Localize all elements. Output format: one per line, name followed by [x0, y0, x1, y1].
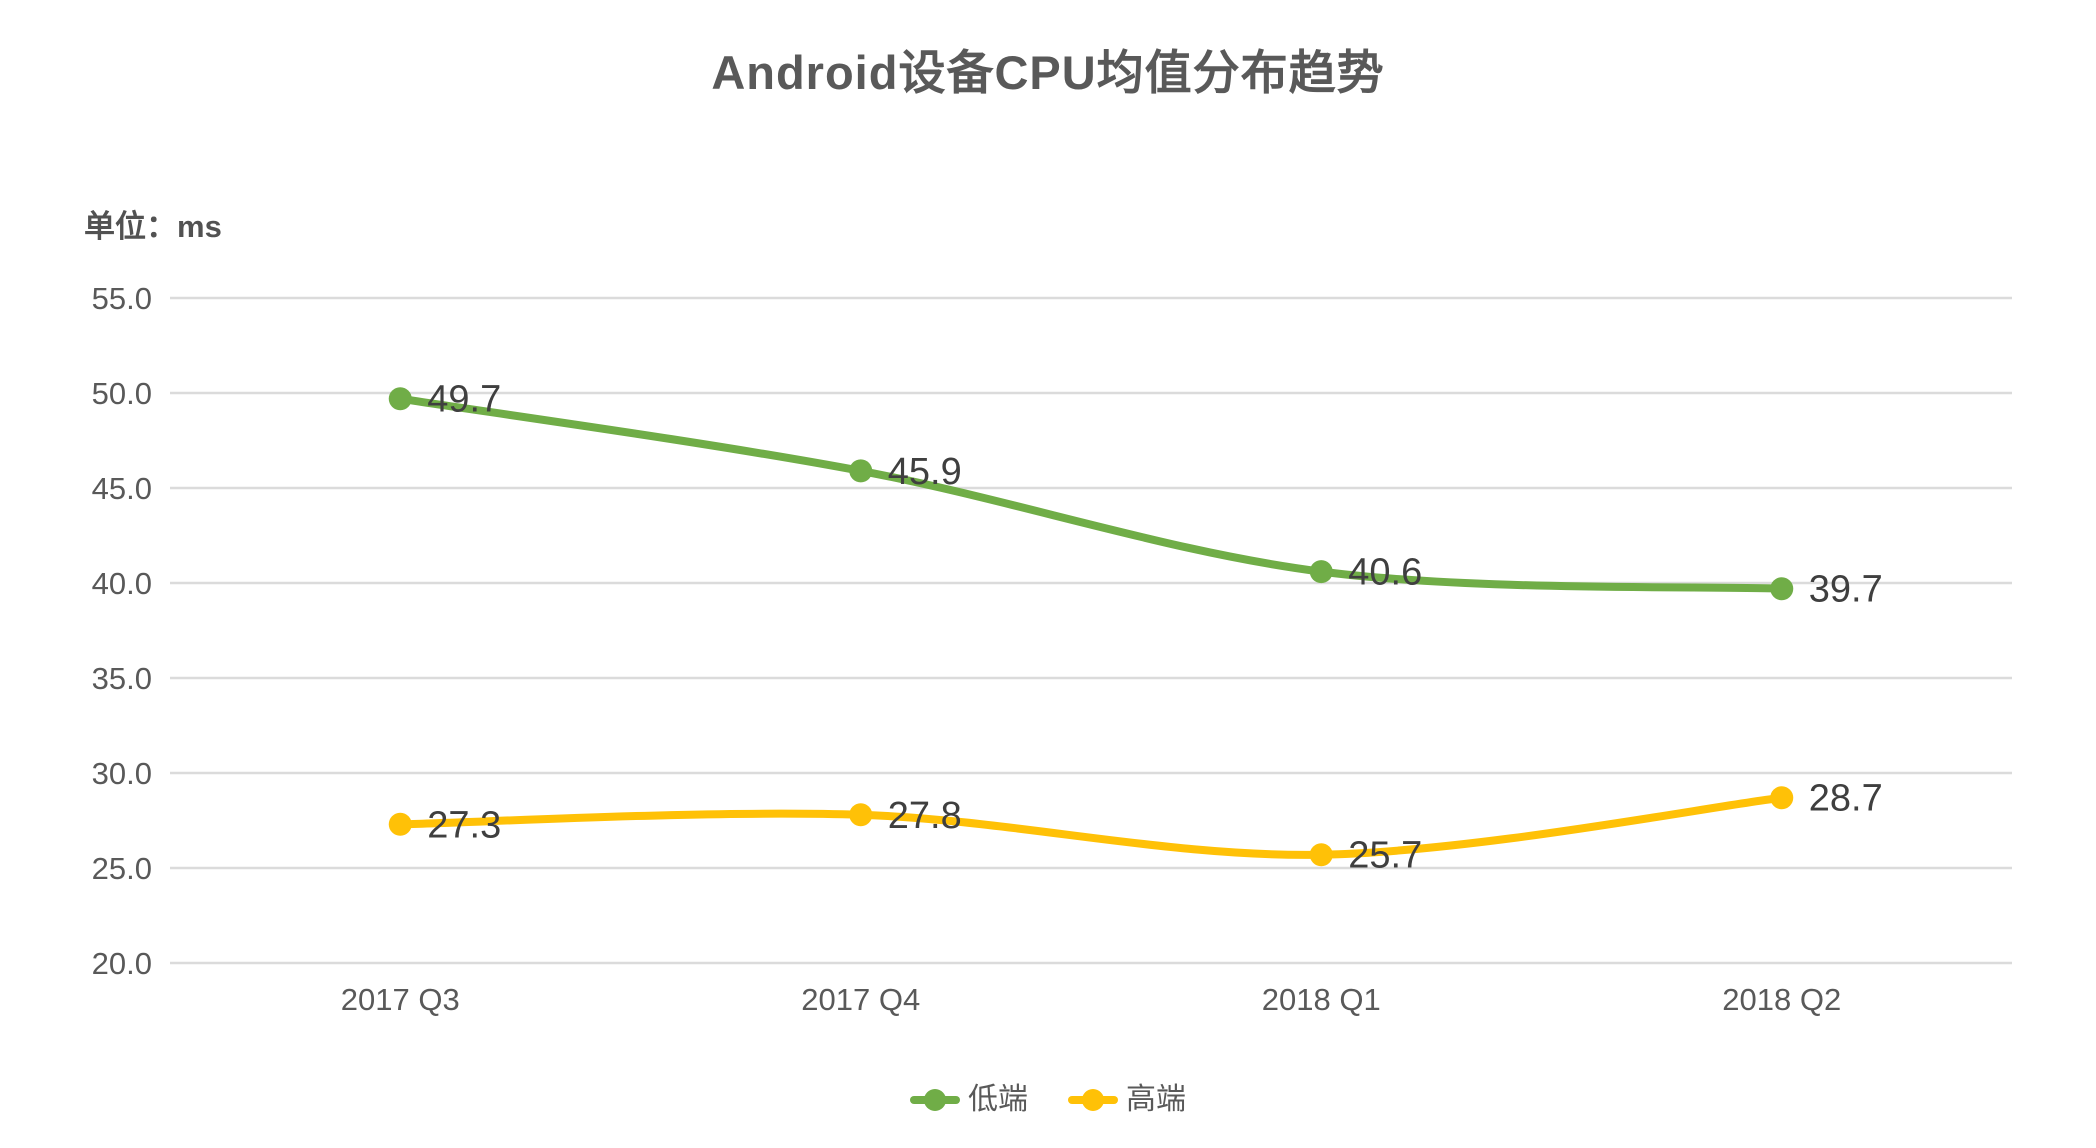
data-point-label: 28.7	[1809, 778, 1883, 820]
y-axis-tick-label: 45.0	[92, 471, 152, 506]
y-axis-tick-label: 25.0	[92, 851, 152, 886]
legend-item-high-end: 高端	[1068, 1085, 1186, 1115]
x-axis-tick-label: 2018 Q1	[1262, 982, 1381, 1017]
data-point	[849, 803, 873, 827]
x-axis-tick-label: 2018 Q2	[1722, 982, 1841, 1017]
data-point-label: 40.6	[1348, 552, 1422, 594]
chart-title: Android设备CPU均值分布趋势	[711, 46, 1385, 99]
x-axis-tick-label: 2017 Q3	[341, 982, 460, 1017]
data-point-label: 27.8	[888, 795, 962, 837]
x-axis-tick-label: 2017 Q4	[801, 982, 920, 1017]
y-axis-tick-label: 35.0	[92, 661, 152, 696]
chart-legend: 低端 高端	[0, 1076, 2096, 1124]
data-point	[1309, 560, 1333, 584]
series-line-1	[396, 793, 1786, 859]
unit-label: 单位：ms	[84, 209, 222, 244]
y-axis-tick-label: 30.0	[92, 756, 152, 791]
legend-label-high-end: 高端	[1126, 1083, 1186, 1116]
data-point	[1770, 786, 1794, 810]
data-point-label: 45.9	[888, 451, 962, 493]
data-point-label: 49.7	[427, 379, 501, 421]
y-axis-tick-label: 40.0	[92, 566, 152, 601]
y-axis-tick-label: 55.0	[92, 281, 152, 316]
data-point	[388, 387, 412, 411]
y-axis-tick-label: 20.0	[92, 946, 152, 981]
data-point	[849, 459, 873, 483]
data-point	[1309, 843, 1333, 867]
line-dot-marker-icon	[910, 1088, 960, 1112]
legend-label-low-end: 低端	[968, 1083, 1028, 1116]
legend-item-low-end: 低端	[910, 1085, 1028, 1115]
data-point	[1770, 577, 1794, 601]
data-point-label: 27.3	[427, 804, 501, 846]
y-axis-tick-label: 50.0	[92, 376, 152, 411]
data-point-label: 25.7	[1348, 835, 1422, 877]
line-dot-marker-icon	[1068, 1088, 1118, 1112]
series-line-0	[396, 394, 1786, 593]
data-point	[388, 812, 412, 836]
data-point-label: 39.7	[1809, 569, 1883, 611]
